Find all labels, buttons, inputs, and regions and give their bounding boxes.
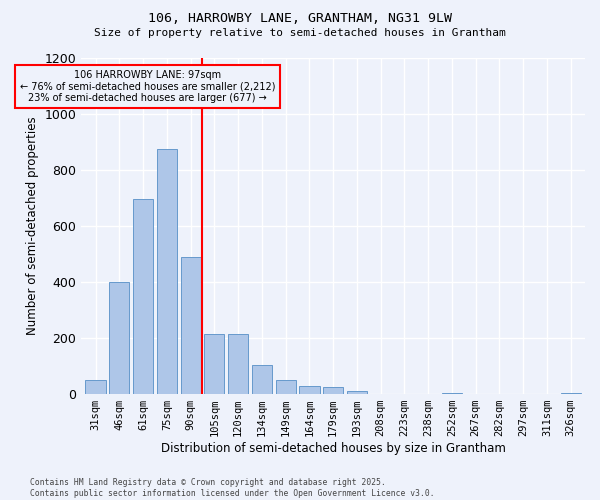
Text: 106 HARROWBY LANE: 97sqm
← 76% of semi-detached houses are smaller (2,212)
23% o: 106 HARROWBY LANE: 97sqm ← 76% of semi-d… [20, 70, 275, 103]
Bar [252, 364, 272, 394]
Bar [323, 387, 343, 394]
Bar [204, 334, 224, 394]
Text: 106, HARROWBY LANE, GRANTHAM, NG31 9LW: 106, HARROWBY LANE, GRANTHAM, NG31 9LW [148, 12, 452, 26]
Bar [228, 334, 248, 394]
Y-axis label: Number of semi-detached properties: Number of semi-detached properties [26, 116, 39, 335]
Bar [560, 392, 581, 394]
Bar [275, 380, 296, 394]
Bar [133, 199, 153, 394]
Text: Size of property relative to semi-detached houses in Grantham: Size of property relative to semi-detach… [94, 28, 506, 38]
Bar [442, 392, 462, 394]
Bar [85, 380, 106, 394]
Bar [347, 392, 367, 394]
Bar [109, 282, 130, 394]
Bar [181, 256, 201, 394]
X-axis label: Distribution of semi-detached houses by size in Grantham: Distribution of semi-detached houses by … [161, 442, 506, 455]
Bar [157, 148, 177, 394]
Bar [299, 386, 320, 394]
Text: Contains HM Land Registry data © Crown copyright and database right 2025.
Contai: Contains HM Land Registry data © Crown c… [30, 478, 434, 498]
